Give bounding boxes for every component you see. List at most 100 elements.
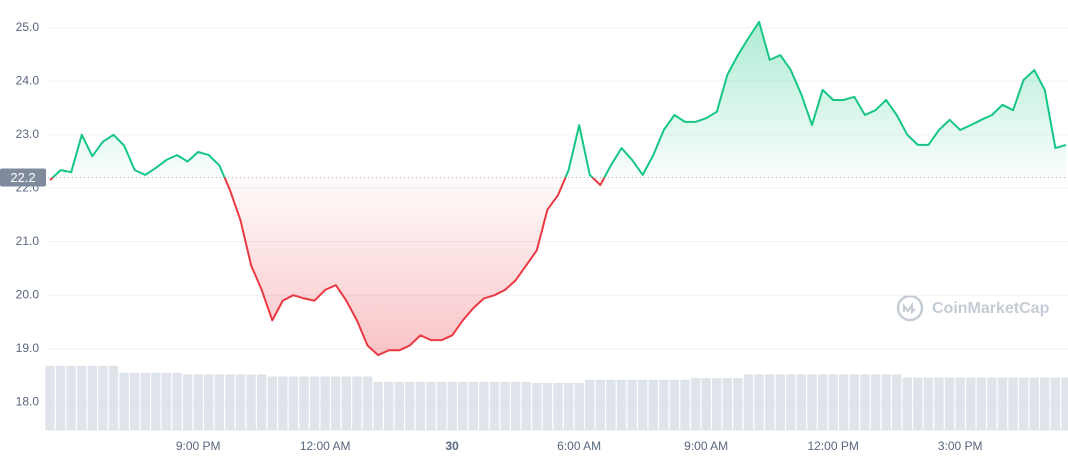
volume-bar	[479, 381, 489, 430]
volume-bar	[383, 381, 394, 430]
volume-bar	[66, 365, 76, 430]
watermark: CoinMarketCap	[932, 300, 1050, 317]
volume-bar	[881, 374, 891, 430]
volume-bar	[606, 379, 616, 430]
volume-bar	[775, 374, 785, 430]
volume-bar	[309, 376, 320, 430]
volume-bar	[267, 376, 277, 430]
volume-bar	[87, 365, 98, 430]
volume-bar	[574, 382, 584, 430]
volume-bar	[362, 376, 373, 430]
y-tick-label: 23.0	[16, 127, 40, 141]
volume-bar	[55, 365, 66, 430]
volume-bar	[436, 381, 447, 430]
volume-bar	[426, 381, 436, 430]
volume-bar	[320, 376, 330, 430]
volume-bar	[627, 379, 637, 430]
x-tick-label: 30	[445, 439, 459, 453]
volume-bar	[764, 374, 775, 430]
watermark-logo	[896, 294, 924, 322]
volume-bar	[172, 372, 182, 430]
volume-bar	[373, 381, 383, 430]
y-tick-label: 20.0	[16, 287, 40, 301]
volume-bar	[955, 377, 965, 430]
volume-bar	[913, 377, 923, 430]
volume-bar	[934, 377, 944, 430]
volume-bar	[246, 374, 256, 430]
volume-bar	[701, 378, 711, 430]
volume-bar	[585, 379, 595, 430]
price-area	[50, 21, 1066, 356]
volume-bar	[743, 374, 754, 430]
x-tick-label: 9:00 AM	[684, 439, 728, 453]
volume-bar	[468, 381, 479, 430]
volume-bar	[817, 374, 828, 430]
volume-bar	[510, 381, 521, 430]
volume-bar	[129, 372, 140, 430]
volume-bar	[500, 381, 510, 430]
volume-bar	[77, 365, 87, 430]
volume-bar	[235, 374, 246, 430]
volume-bar	[669, 379, 680, 430]
volume-bar	[944, 377, 955, 430]
x-tick-label: 12:00 AM	[300, 439, 351, 453]
volume-bar	[786, 374, 796, 430]
y-tick-label: 24.0	[16, 73, 40, 87]
volume-bar	[648, 379, 658, 430]
volume-bar	[489, 381, 500, 430]
volume-bar	[542, 382, 553, 430]
volume-bar	[966, 377, 976, 430]
baseline-label: 22.2	[10, 170, 35, 185]
volume-bar	[331, 376, 341, 430]
y-tick-label: 25.0	[16, 20, 40, 34]
volume-bar	[690, 378, 701, 430]
volume-bar	[807, 374, 817, 430]
volume-bar	[193, 374, 203, 430]
volume-bar	[1029, 377, 1039, 430]
volume-bar	[204, 374, 214, 430]
volume-bar	[394, 381, 404, 430]
volume-bar	[860, 374, 870, 430]
volume-bar	[98, 365, 108, 430]
volume-bar	[108, 365, 119, 430]
volume-bar	[828, 374, 838, 430]
volume-bar	[923, 377, 934, 430]
volume-bar	[1008, 377, 1018, 430]
volume-bar	[870, 374, 881, 430]
volume-bar	[521, 381, 531, 430]
volume-bar	[976, 377, 987, 430]
volume-bar	[405, 381, 415, 430]
y-tick-label: 18.0	[16, 394, 40, 408]
price-line	[49, 20, 1067, 357]
volume-bar	[839, 374, 849, 430]
volume-bar	[1061, 377, 1068, 430]
x-tick-label: 9:00 PM	[176, 439, 221, 453]
volume-bar	[256, 374, 267, 430]
volume-bar	[595, 379, 606, 430]
volume-bar	[119, 372, 129, 430]
volume-bar	[712, 378, 722, 430]
y-tick-label: 21.0	[16, 234, 40, 248]
volume-bar	[563, 382, 574, 430]
volume-bar	[341, 376, 352, 430]
volume-bar	[1018, 377, 1029, 430]
volume-bar	[182, 374, 193, 430]
volume-bar	[637, 379, 648, 430]
volume-bar	[532, 382, 542, 430]
volume-bar	[722, 378, 733, 430]
volume-bar	[733, 378, 743, 430]
y-tick-label: 19.0	[16, 341, 40, 355]
volume-bar	[553, 382, 563, 430]
volume-bar	[45, 365, 55, 430]
volume-bar	[225, 374, 235, 430]
volume-bar	[659, 379, 669, 430]
volume-bar	[796, 374, 807, 430]
volume-bar	[849, 374, 860, 430]
volume-bar	[458, 381, 468, 430]
volume-bar	[415, 381, 426, 430]
baseline-label-box	[0, 168, 46, 187]
volume-bar	[161, 372, 172, 430]
volume-bar	[299, 376, 309, 430]
